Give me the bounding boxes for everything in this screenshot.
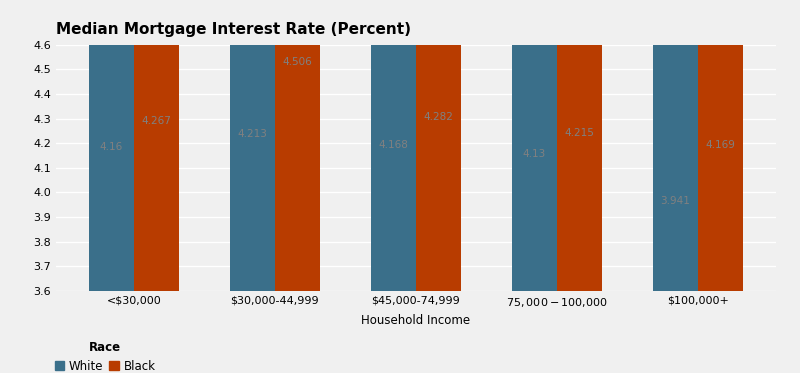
Text: 4.215: 4.215 bbox=[565, 128, 594, 138]
Text: 4.169: 4.169 bbox=[706, 140, 736, 150]
Text: 4.168: 4.168 bbox=[378, 140, 408, 150]
Text: Median Mortgage Interest Rate (Percent): Median Mortgage Interest Rate (Percent) bbox=[56, 22, 411, 37]
Text: 4.267: 4.267 bbox=[142, 116, 171, 125]
Bar bbox=[134, 0, 179, 291]
Bar bbox=[653, 0, 698, 291]
Bar bbox=[89, 0, 134, 291]
Text: 4.282: 4.282 bbox=[424, 112, 454, 122]
Text: 3.941: 3.941 bbox=[661, 196, 690, 206]
Bar bbox=[698, 0, 743, 291]
X-axis label: Household Income: Household Income bbox=[362, 314, 470, 327]
Text: 4.213: 4.213 bbox=[238, 129, 267, 139]
Text: 4.506: 4.506 bbox=[282, 57, 312, 67]
Bar bbox=[512, 0, 557, 291]
Bar bbox=[557, 0, 602, 291]
Bar bbox=[275, 0, 320, 291]
Legend: White, Black: White, Black bbox=[54, 341, 155, 373]
Text: 4.16: 4.16 bbox=[100, 142, 123, 152]
Bar bbox=[230, 0, 275, 291]
Text: 4.13: 4.13 bbox=[523, 149, 546, 159]
Bar bbox=[416, 0, 461, 291]
Bar bbox=[371, 0, 416, 291]
